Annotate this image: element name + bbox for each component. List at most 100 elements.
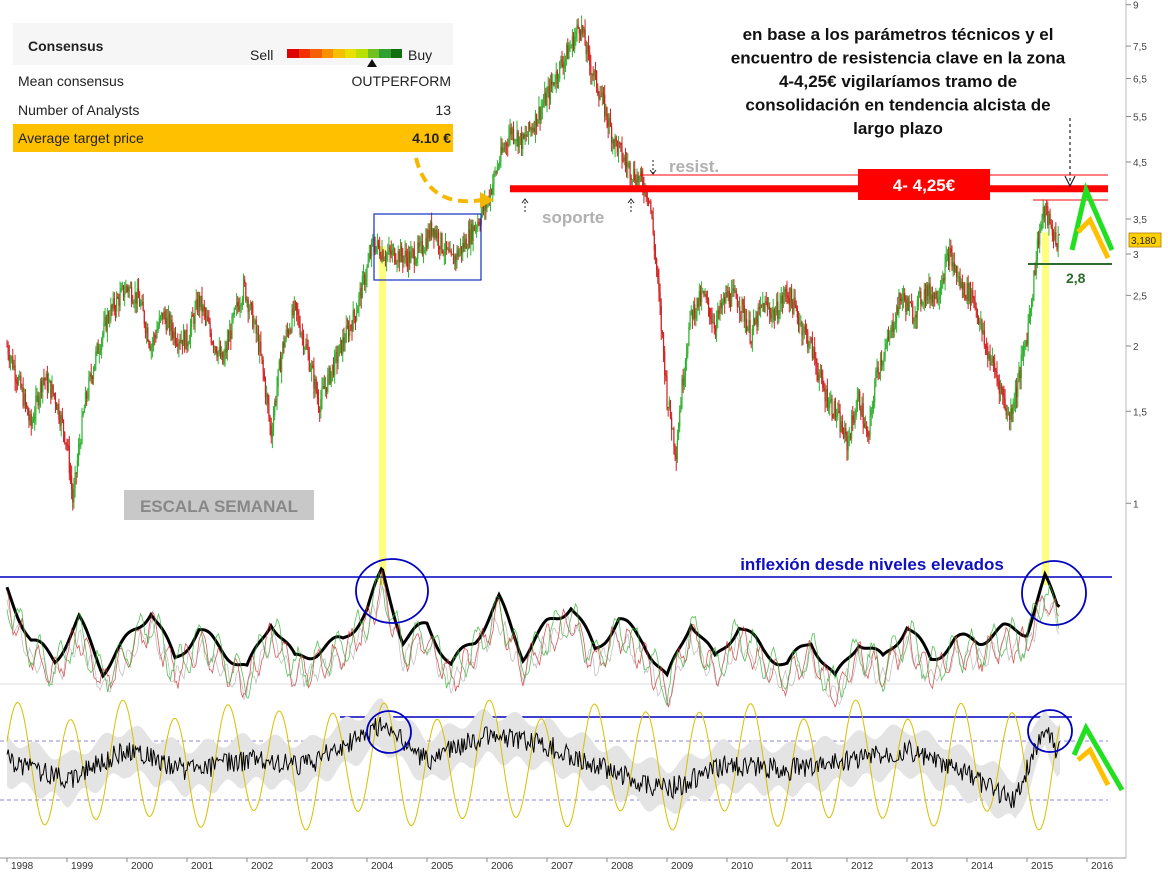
candle-body xyxy=(180,339,182,343)
candle-body xyxy=(435,229,437,239)
candle-body xyxy=(577,24,579,28)
candle-body xyxy=(268,403,270,417)
candle-body xyxy=(405,251,407,258)
candle-body xyxy=(69,472,72,477)
candle-body xyxy=(161,312,163,317)
candle-body xyxy=(518,136,520,148)
candle-body xyxy=(646,196,648,198)
candle-body xyxy=(1049,213,1051,225)
candle-body xyxy=(212,343,215,348)
candle-body xyxy=(776,301,778,314)
candle-body xyxy=(521,133,523,150)
candle-body xyxy=(92,370,95,380)
candle-body xyxy=(870,408,872,416)
candle-body xyxy=(991,357,993,363)
candle-body xyxy=(791,288,793,302)
candle-body xyxy=(964,283,966,297)
candle-body xyxy=(229,330,231,342)
candle-body xyxy=(341,339,343,354)
candle-body xyxy=(794,297,796,306)
candle-body xyxy=(147,327,149,342)
candle-body xyxy=(986,346,988,348)
candle-body xyxy=(188,340,190,345)
candle-body xyxy=(840,421,842,432)
candle-body xyxy=(613,139,615,147)
candle-body xyxy=(27,406,29,416)
candle-body xyxy=(951,252,953,267)
candle-body xyxy=(976,308,978,318)
candle-body xyxy=(263,371,265,380)
candle-body xyxy=(260,341,262,355)
candle-body xyxy=(72,488,74,503)
candle-body xyxy=(1047,206,1049,226)
candle-body xyxy=(375,246,377,253)
candle-body xyxy=(587,45,590,53)
candle-body xyxy=(206,316,208,318)
candle-body xyxy=(247,299,249,312)
candle-body xyxy=(740,311,742,313)
candle-body xyxy=(589,52,591,65)
candle-body xyxy=(597,88,599,94)
candle-body xyxy=(755,316,757,325)
candle-body xyxy=(612,139,614,144)
candle-body xyxy=(956,265,958,278)
candle-body xyxy=(744,319,747,322)
candle-body xyxy=(276,386,278,402)
candle-body xyxy=(641,171,643,178)
candle-body xyxy=(514,140,516,142)
candle-body xyxy=(407,251,410,268)
consensus-marker-icon xyxy=(367,59,377,67)
candle-body xyxy=(374,246,376,253)
candle-body xyxy=(53,393,55,396)
candle-body xyxy=(845,427,847,435)
candle-body xyxy=(689,310,691,328)
candle-body xyxy=(967,282,969,301)
candle-body xyxy=(155,336,157,338)
candle-body xyxy=(636,175,638,186)
candle-body xyxy=(751,328,753,343)
candle-body xyxy=(1035,260,1037,275)
candle-body xyxy=(416,258,418,264)
candle-body xyxy=(225,348,227,353)
candle-body xyxy=(662,333,665,352)
candle-body xyxy=(599,96,601,100)
candle-body xyxy=(661,330,663,334)
candle-body xyxy=(512,128,515,141)
candle-body xyxy=(376,240,378,247)
consensus-meter xyxy=(287,49,402,58)
meter-segment xyxy=(310,49,322,58)
candle-body xyxy=(320,399,322,412)
soporte-label: soporte xyxy=(542,208,604,227)
candle-body xyxy=(176,343,178,345)
meter-segment xyxy=(321,49,333,58)
candle-body xyxy=(495,171,497,173)
candle-body xyxy=(124,293,126,297)
candle-body xyxy=(529,122,531,130)
candle-body xyxy=(866,426,868,432)
candle-body xyxy=(312,365,314,368)
meter-segment xyxy=(356,49,368,58)
candle-body xyxy=(31,421,33,426)
indicator2-circle-2004 xyxy=(366,710,412,754)
candle-body xyxy=(560,59,562,62)
candle-body xyxy=(342,337,344,354)
candle-body xyxy=(148,341,150,345)
candle-body xyxy=(552,82,554,85)
candle-body xyxy=(727,290,729,297)
candle-body xyxy=(298,314,300,326)
candle-body xyxy=(326,386,328,392)
y-tick-label: 2,5 xyxy=(1133,291,1147,302)
candle-body xyxy=(112,298,114,308)
candle-body xyxy=(913,321,915,324)
candle-body xyxy=(227,339,230,342)
candle-body xyxy=(823,387,825,392)
candle-body xyxy=(255,320,257,334)
candle-body xyxy=(472,225,474,242)
candle-body xyxy=(906,297,908,313)
candle-body xyxy=(657,270,659,278)
candle-body xyxy=(231,315,233,339)
candle-body xyxy=(266,394,268,398)
candle-body xyxy=(649,200,651,202)
candle-body xyxy=(368,253,370,262)
candle-body xyxy=(676,440,678,460)
